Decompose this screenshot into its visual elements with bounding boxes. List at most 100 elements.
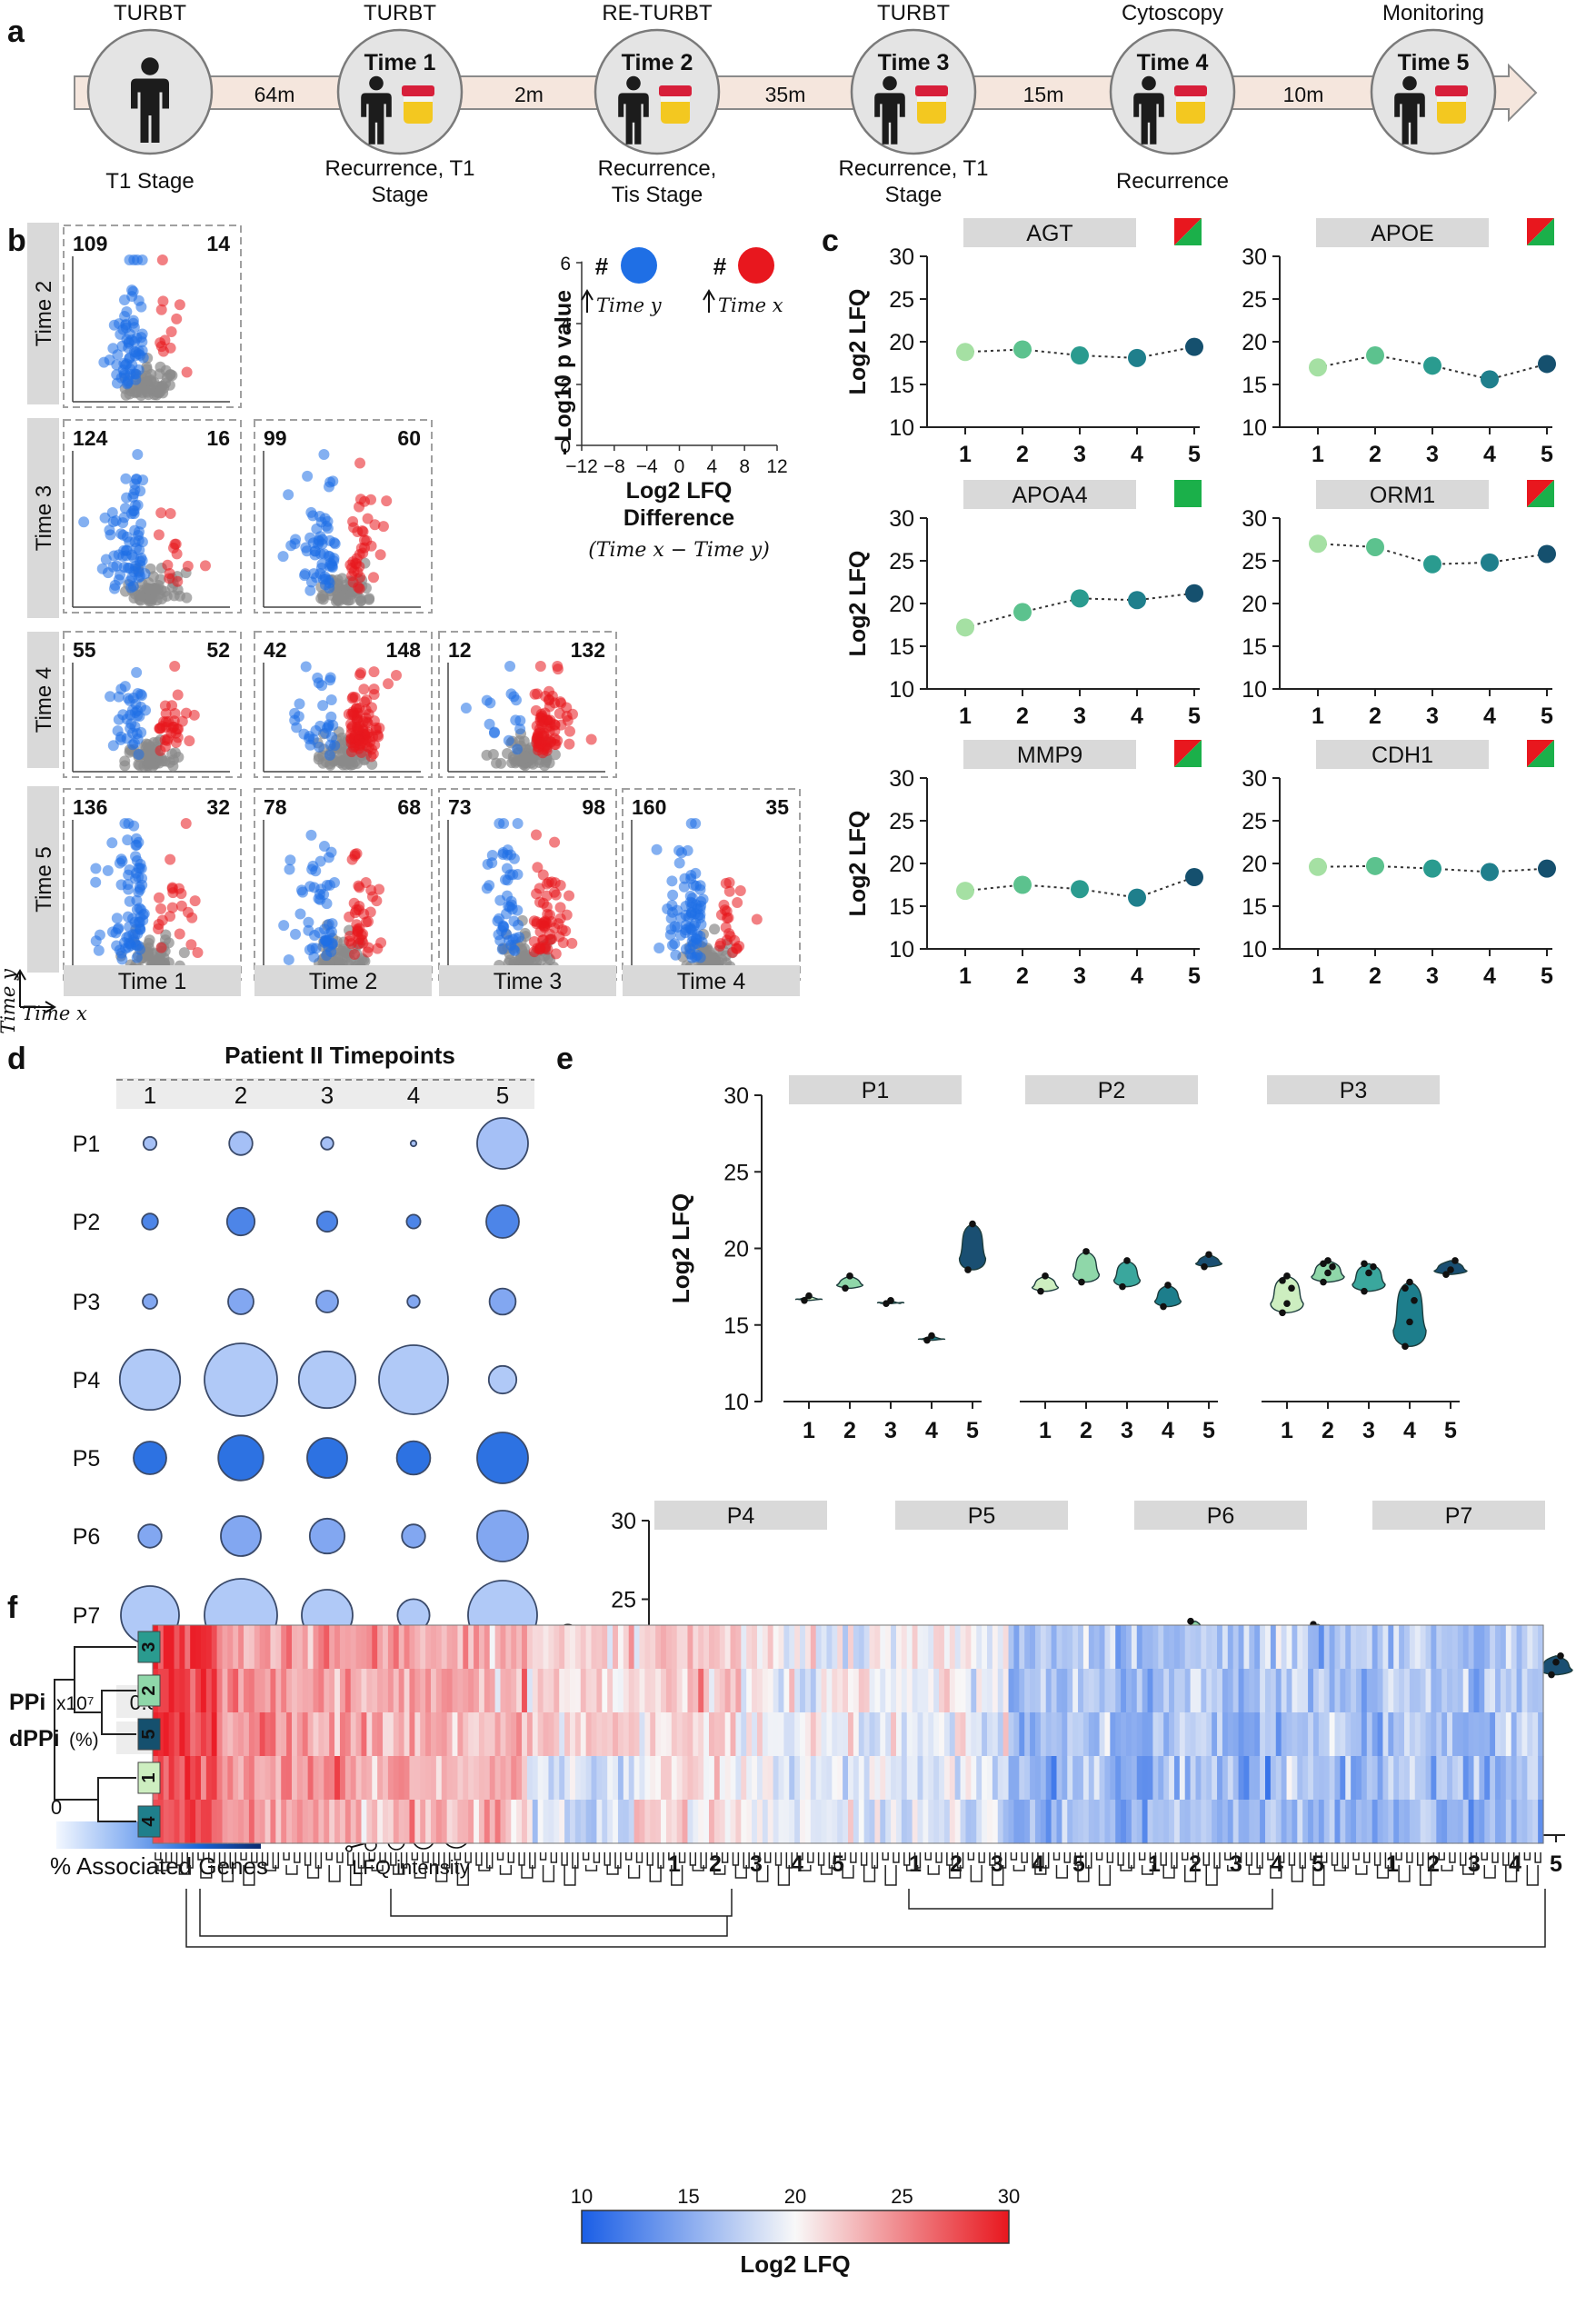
volcano-point-down [115,328,126,340]
violin-point [1078,1278,1085,1286]
data-point [1309,534,1327,554]
volcano-point-down [653,942,665,953]
heatmap-cell [344,1669,352,1713]
volcano-point-ns [167,760,179,772]
violin-point [887,1296,894,1304]
heatmap-cell [1351,1625,1357,1670]
heatmap-cell [1082,1712,1090,1757]
heatmap-cell [912,1800,919,1844]
heatmap-cell [1351,1756,1357,1801]
heatmap-cell [756,1625,763,1670]
volcano-point-ns [181,592,193,604]
heatmap-cell [1490,1756,1496,1801]
volcano-point-ns [520,949,532,961]
heatmap-cell [468,1756,474,1801]
heatmap-cell [1260,1669,1266,1713]
volcano-point-up [199,560,211,572]
violin-point [1187,1617,1194,1625]
volcano-point-up [361,534,373,546]
heatmap-cell [350,1800,357,1844]
heatmap-cell [463,1712,469,1757]
heatmap-cell [275,1756,282,1801]
heatmap-cell [1312,1625,1320,1670]
urine-cup-icon [402,85,434,124]
violin-shape [958,1222,987,1271]
heatmap-cell [1399,1669,1405,1713]
col-dendro-branch [668,1852,675,1861]
volcano-point-down [124,895,135,907]
col-dendro-branch [905,1865,919,1871]
heatmap-cell [965,1669,972,1713]
row-label: Time 5 [32,846,56,912]
heatmap-cell [1399,1625,1405,1670]
heatmap-cell [1201,1669,1207,1713]
heatmap-cell [1414,1669,1421,1713]
col-dendro-branch [1333,1865,1347,1871]
heatmap-cell [1136,1712,1143,1757]
heatmap-cell [613,1712,619,1757]
volcano-point-up [153,923,165,935]
volcano-point-up [351,919,363,931]
heatmap-cell [366,1625,373,1670]
heatmap-cell [393,1712,400,1757]
heatmap-cell [1329,1712,1336,1757]
heatmap-cell [318,1756,324,1801]
heatmap-cell [992,1756,999,1801]
heatmap-cell [446,1712,454,1757]
heatmap-cell [939,1625,945,1670]
volcano-point-up [162,559,174,571]
heatmap-cell [1500,1625,1507,1670]
heatmap-cell [574,1756,582,1801]
heatmap-cell [1334,1800,1341,1844]
heatmap-cell [724,1800,732,1844]
heatmap-cell [1232,1800,1240,1844]
heatmap-cell [1495,1800,1501,1844]
col-dendro-branch [1227,1865,1240,1871]
volcano-point-up [345,718,357,730]
heatmap-cell [211,1669,218,1713]
volcano-point-down [304,584,316,596]
volcano-point-ns [506,757,518,769]
pathway-bubble [320,1136,334,1151]
volcano-point-down [123,942,135,953]
col-dendro-branch [1205,1865,1218,1886]
y-axis-label: Log2 LFQ [845,811,871,917]
heatmap-cell [1382,1712,1389,1757]
row-label: 5 [139,1729,159,1739]
volcano-point-down [109,583,121,594]
heatmap-cell [628,1669,635,1713]
x-tick-label: 1 [1312,963,1324,989]
heatmap-cell [307,1625,314,1670]
x-tick-label: 4 [1483,703,1496,729]
heatmap-cell [431,1712,437,1757]
heatmap-cell [848,1712,854,1757]
heatmap-cell [1532,1625,1539,1670]
heatmap-cell [1040,1800,1047,1844]
violin-point [1557,1651,1564,1660]
heatmap-cell [863,1800,871,1844]
pathway-bubble [401,1523,426,1549]
col-dendro-branch [411,1852,419,1861]
timepoint-title: Time 5 [1398,50,1470,75]
heatmap-cell [398,1800,405,1844]
heatmap-cell [1212,1800,1218,1844]
heatmap-cell [275,1625,282,1670]
heatmap-cell [954,1756,962,1801]
heatmap-cell [248,1625,255,1670]
heatmap-cell [810,1800,817,1844]
heatmap-cell [398,1756,405,1801]
heatmap-cell [1142,1800,1149,1844]
heatmap-cell [591,1800,598,1844]
heatmap-cell [1243,1800,1250,1844]
count-up: 35 [765,795,789,819]
y-tick-label: 30 [889,244,914,270]
volcano-point-down [294,908,306,920]
heatmap-cell [661,1669,667,1713]
pathway-bubble [227,1288,254,1315]
heatmap-cell [1329,1756,1336,1801]
violin-point [1042,1272,1049,1280]
heatmap-cell [965,1800,972,1844]
heatmap-cell [1104,1625,1111,1670]
volcano-point-up [355,667,367,679]
col-dendro-branch [285,1865,298,1875]
